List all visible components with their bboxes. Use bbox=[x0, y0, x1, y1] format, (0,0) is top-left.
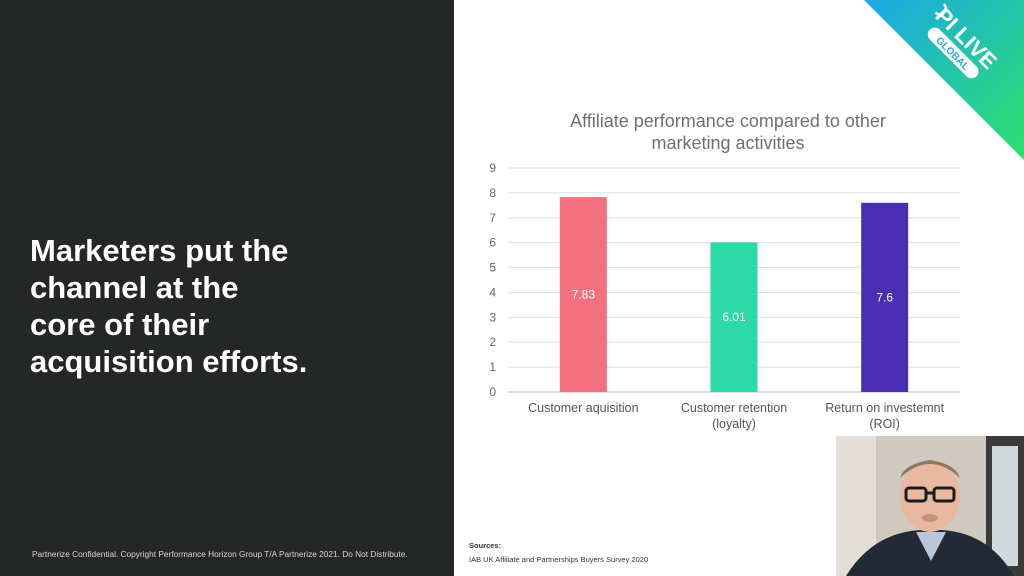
y-tick-label: 6 bbox=[489, 236, 496, 250]
bar bbox=[559, 197, 607, 392]
y-tick-label: 2 bbox=[489, 335, 496, 349]
headline-line: acquisition efforts. bbox=[30, 344, 308, 379]
x-tick-label: (ROI) bbox=[869, 417, 900, 431]
bar bbox=[710, 242, 758, 392]
slide-headline: Marketers put the channel at the core of… bbox=[30, 232, 430, 380]
signal-icon bbox=[934, 3, 947, 16]
x-tick-label: Customer aquisition bbox=[528, 401, 639, 415]
y-tick-label: 4 bbox=[489, 285, 496, 299]
x-tick-label: (loyalty) bbox=[712, 417, 756, 431]
bar-value-label: 7.83 bbox=[572, 288, 596, 302]
pi-live-logo: PI LIVE GLOBAL bbox=[860, 0, 1024, 160]
y-tick-label: 5 bbox=[489, 261, 496, 275]
x-tick-label: Return on investemnt bbox=[825, 401, 944, 415]
webcam-video bbox=[836, 436, 1024, 576]
sources-text: IAB UK Affiliate and Partnerships Buyers… bbox=[469, 555, 649, 564]
y-tick-label: 0 bbox=[489, 385, 496, 399]
headline-line: core of their bbox=[30, 307, 210, 342]
y-tick-label: 9 bbox=[489, 161, 496, 175]
headline-line: channel at the bbox=[30, 270, 239, 305]
y-tick-label: 1 bbox=[489, 360, 496, 374]
bar bbox=[861, 202, 909, 392]
chart-title-line: marketing activities bbox=[651, 133, 805, 153]
bar-value-label: 6.01 bbox=[722, 310, 746, 324]
chart-title-line: Affiliate performance compared to other bbox=[570, 111, 886, 131]
headline-line: Marketers put the bbox=[30, 233, 289, 268]
sources-heading: Sources: bbox=[469, 541, 502, 550]
left-panel: Marketers put the channel at the core of… bbox=[0, 0, 454, 576]
y-tick-label: 8 bbox=[489, 186, 496, 200]
logo-pill bbox=[927, 27, 979, 79]
bar-value-label: 7.6 bbox=[876, 290, 893, 304]
y-tick-label: 7 bbox=[489, 211, 496, 225]
chart-title: Affiliate performance compared to other … bbox=[470, 110, 986, 154]
confidential-footer: Partnerize Confidential. Copyright Perfo… bbox=[32, 549, 408, 559]
x-tick-label: Customer retention bbox=[681, 401, 787, 415]
y-tick-label: 3 bbox=[489, 310, 496, 324]
